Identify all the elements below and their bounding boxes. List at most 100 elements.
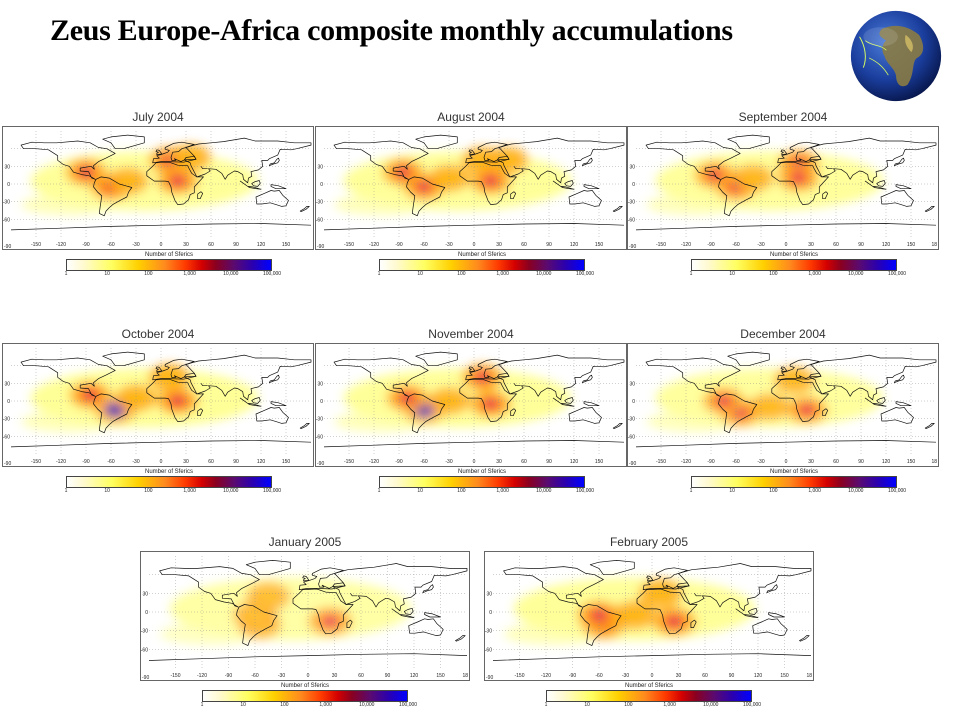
graticule [11, 348, 311, 454]
end-tick-label: 18 [931, 459, 937, 465]
arabian-gulf-coast-outline [200, 166, 208, 170]
y-tick-label: -30 [316, 417, 323, 423]
x-tick-label: 0 [785, 459, 788, 465]
x-tick-label: 120 [882, 242, 891, 248]
colorbar-tick-label: 1 [377, 271, 381, 277]
colorbar-tick-label: 10,000 [848, 271, 864, 277]
colorbar-legend: Number of Sferics 1 10 100 1,000 10,000 100,0… [65, 252, 281, 282]
map-panel: November 2004 -150 -120 -90 -60 -30 0 30 60 90 12… [315, 327, 627, 499]
new-zealand-outline [924, 423, 935, 430]
colorbar-label: Number of Sferics [769, 252, 818, 258]
colorbar-label: Number of Sferics [144, 469, 193, 475]
coastlines [635, 134, 937, 231]
sferics-haze [334, 194, 431, 216]
madagascar-outline [510, 408, 517, 417]
sferics-haze [21, 411, 118, 433]
map-plot: -150 -120 -90 -60 -30 0 30 60 90 120 150 30 0 -30 -60 -… [2, 343, 314, 467]
sferics-hotspot-core [243, 607, 267, 623]
coastlines [323, 134, 625, 231]
end-tick-label: 18 [806, 673, 812, 679]
japan-outline [581, 374, 593, 384]
new-zealand-outline [799, 635, 810, 642]
colorbar [691, 476, 897, 488]
madagascar-outline [346, 619, 353, 628]
x-tick-label: 90 [233, 459, 239, 465]
sferics-hotspot-peak [671, 618, 677, 625]
world-map: -150 -120 -90 -60 -30 0 30 60 90 120 150 30 0 -30 -60 -… [3, 344, 313, 466]
corner-tick-label: -90 [317, 244, 324, 249]
greenland-outline [102, 351, 145, 367]
x-tick-label: -90 [707, 242, 714, 248]
colorbar-tick-label: 10 [729, 271, 735, 277]
x-tick-label: -90 [82, 242, 89, 248]
map-panel: February 2005 -150 -120 -90 -60 -30 0 30 60 90 12… [484, 535, 814, 717]
colorbar-legend: Number of Sferics 1 10 100 1,000 10,000 100,0… [690, 469, 906, 499]
x-tick-label: -60 [420, 242, 427, 248]
indonesia-outline [239, 397, 262, 407]
greenland-outline [415, 351, 458, 367]
greenland-outline [245, 560, 291, 576]
antarctica-edge-outline [10, 223, 312, 231]
greenland-outline [102, 134, 145, 150]
new-guinea-outline [583, 401, 600, 407]
madagascar-outline [510, 191, 517, 200]
greenland-outline [415, 134, 458, 150]
madagascar-outline [822, 408, 829, 417]
north-america-outline [20, 357, 116, 397]
x-tick-label: -90 [82, 459, 89, 465]
japan-outline [893, 157, 905, 167]
panel-title: December 2004 [740, 327, 826, 341]
arabian-gulf-coast-outline [513, 383, 521, 387]
colorbar-tick-label: 10,000 [223, 271, 239, 277]
sferics-hotspot-core [758, 399, 780, 415]
x-tick-label: -90 [395, 242, 402, 248]
arabian-gulf-coast-outline [350, 593, 358, 597]
colorbar-tick-label: 100,000 [398, 702, 418, 708]
borneo-outline [564, 180, 574, 187]
colorbar-legend: Number of Sferics 1 10 100 1,000 10,000 100,0… [545, 683, 761, 713]
colorbar-tick-label: 10,000 [223, 488, 239, 494]
world-map: -150 -120 -90 -60 -30 0 30 60 90 120 150 30 0 -30 -60 -… [485, 552, 813, 680]
x-tick-label: 150 [907, 459, 916, 465]
coastlines [10, 134, 312, 231]
south-america-outline [718, 176, 758, 217]
colorbar-label: Number of Sferics [624, 683, 673, 689]
new-guinea-outline [270, 401, 287, 407]
panel-title: September 2004 [738, 110, 828, 124]
x-tick-label: 0 [473, 459, 476, 465]
north-america-outline [333, 140, 429, 180]
x-tick-label: 60 [702, 673, 708, 679]
x-tick-label: 90 [546, 459, 552, 465]
colorbar-tick-label: 100,000 [262, 271, 282, 277]
antarctica-edge-outline [148, 653, 468, 661]
y-tick-label: -60 [316, 434, 323, 440]
x-tick-label: -60 [595, 673, 602, 679]
colorbar-tick-label: 1,000 [183, 271, 196, 277]
sferics-hotspot-peak [175, 398, 181, 404]
sferics-haze [21, 194, 118, 216]
x-tick-label: -150 [344, 242, 354, 248]
x-tick-label: 90 [858, 459, 864, 465]
colorbar [691, 259, 897, 271]
sferics-hotspot-core [742, 170, 764, 186]
coastlines [10, 351, 312, 448]
arabian-gulf-coast-outline [694, 593, 702, 597]
map-panel: January 2005 -150 -120 -90 -60 -30 0 30 60 90 120… [140, 535, 470, 717]
colorbar [379, 476, 585, 488]
sferics-haze [503, 622, 606, 645]
map-plot: -150 -120 -90 -60 -30 0 30 60 90 120 150 30 0 -30 -60 -… [140, 551, 470, 681]
madagascar-outline [197, 408, 204, 417]
colorbar-tick-label: 10 [417, 488, 423, 494]
y-tick-label: 0 [320, 399, 323, 405]
colorbar-tick-label: 100 [144, 271, 153, 277]
australia-outline [880, 190, 914, 207]
africa-outline [292, 588, 354, 635]
graticule [324, 131, 624, 237]
x-tick-label: 120 [754, 673, 763, 679]
sferics-hotspot-peak [804, 407, 810, 413]
x-tick-label: 0 [473, 242, 476, 248]
x-tick-label: -150 [31, 242, 41, 248]
colorbar-label: Number of Sferics [769, 469, 818, 475]
y-tick-label: 0 [7, 182, 10, 188]
sferics-hotspot-peak [421, 184, 427, 190]
